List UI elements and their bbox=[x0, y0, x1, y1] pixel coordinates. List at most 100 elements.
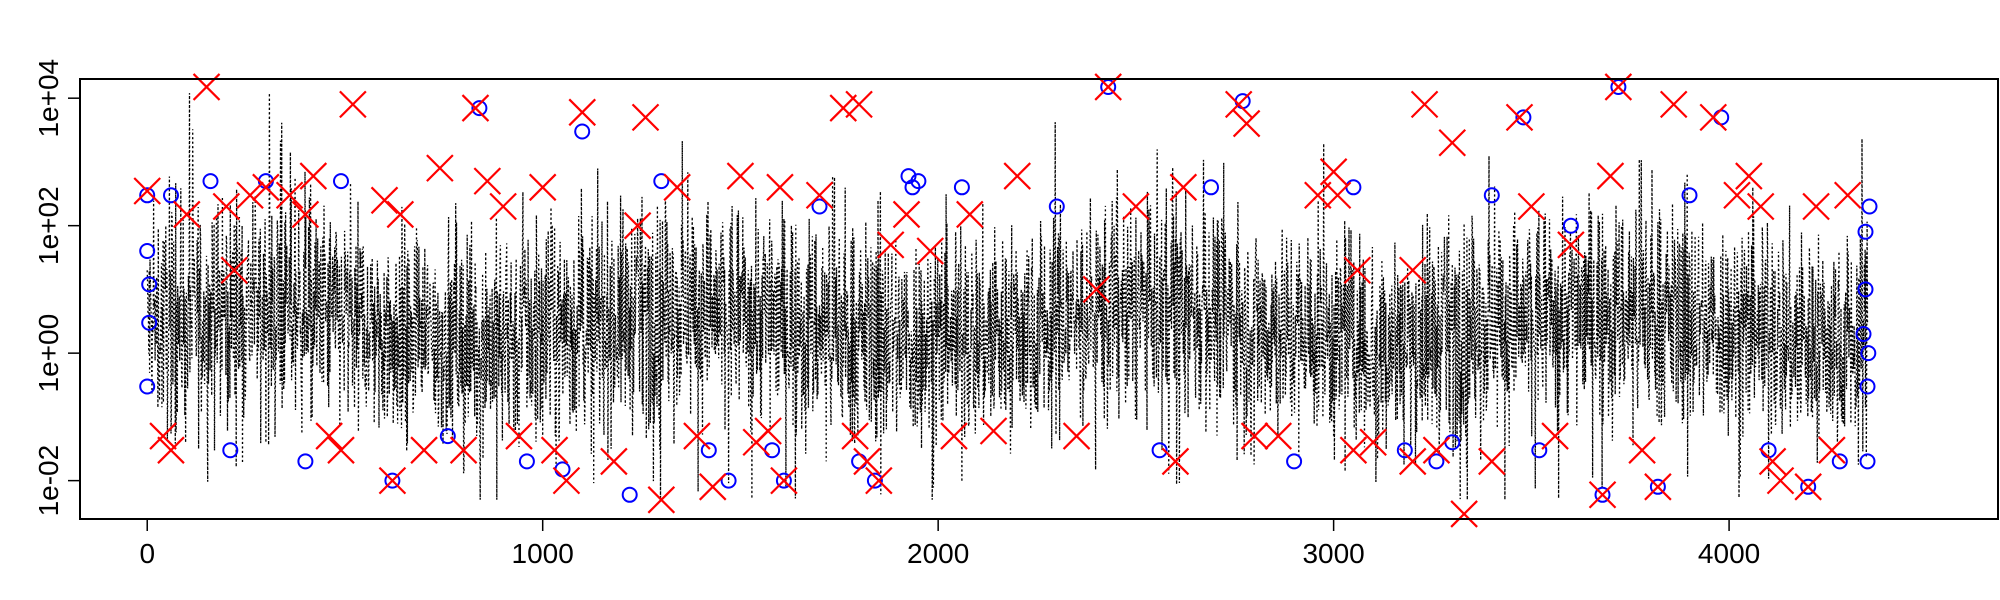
data-point-x bbox=[845, 90, 873, 119]
data-point-circle bbox=[139, 187, 156, 204]
data-point-x bbox=[157, 436, 185, 464]
data-point-circle bbox=[1649, 478, 1666, 495]
x-axis: 0 1000 2000 3000 4000 bbox=[139, 518, 1760, 569]
data-point-circle bbox=[1345, 179, 1362, 196]
data-point-x bbox=[754, 417, 782, 445]
data-point-circle bbox=[163, 187, 179, 204]
x-tick-label: 0 bbox=[139, 538, 155, 569]
data-point-x bbox=[299, 162, 328, 190]
data-point-circle bbox=[141, 276, 158, 293]
data-point-circle bbox=[1562, 217, 1579, 234]
data-point-x bbox=[149, 422, 177, 450]
data-point-circle bbox=[1857, 281, 1874, 298]
data-point-circle bbox=[621, 486, 638, 503]
data-point-x bbox=[631, 103, 660, 132]
data-point-circle bbox=[1713, 109, 1730, 126]
data-point-x bbox=[1062, 422, 1091, 450]
data-point-x bbox=[291, 200, 320, 229]
data-point-x bbox=[647, 486, 676, 514]
data-point-circle bbox=[1048, 198, 1065, 215]
data-point-x bbox=[1541, 422, 1569, 450]
data-point-x bbox=[766, 173, 794, 202]
data-point-x bbox=[1478, 447, 1506, 476]
data-point-x bbox=[1766, 466, 1795, 495]
data-point-x bbox=[663, 173, 691, 202]
series-line bbox=[146, 93, 1869, 500]
data-point-circle bbox=[700, 442, 717, 459]
data-point-circle bbox=[1396, 442, 1413, 459]
data-point-circle bbox=[554, 461, 571, 478]
data-point-circle bbox=[1681, 187, 1698, 204]
data-point-circle bbox=[471, 100, 488, 117]
data-point-x bbox=[1343, 256, 1372, 284]
data-point-x bbox=[1398, 447, 1427, 476]
data-point-x bbox=[370, 186, 399, 215]
data-point-x bbox=[461, 94, 490, 122]
data-point-x bbox=[489, 192, 517, 221]
data-point-x bbox=[449, 436, 478, 464]
data-point-circle bbox=[333, 173, 349, 190]
data-point-circle bbox=[202, 173, 219, 190]
data-point-x bbox=[133, 177, 162, 205]
data-point-x bbox=[1161, 447, 1190, 476]
data-point-x bbox=[212, 192, 241, 221]
data-point-x bbox=[568, 98, 597, 127]
data-point-x bbox=[1319, 158, 1348, 186]
dotted-line-series bbox=[146, 93, 1869, 500]
data-point-circle bbox=[1859, 378, 1876, 395]
x-tick-label: 1000 bbox=[512, 538, 574, 569]
data-point-x bbox=[1422, 436, 1451, 464]
data-point-x bbox=[410, 436, 438, 464]
data-point-circle bbox=[1859, 453, 1876, 470]
data-point-circle bbox=[900, 168, 917, 185]
data-point-circle bbox=[910, 173, 927, 190]
data-point-circle bbox=[953, 179, 970, 196]
data-point-circle bbox=[1203, 179, 1219, 196]
data-point-x bbox=[940, 422, 968, 450]
data-point-x bbox=[275, 181, 304, 210]
data-point-x bbox=[1240, 422, 1269, 450]
data-point-x bbox=[600, 447, 628, 476]
data-point-x bbox=[853, 447, 881, 476]
data-point-circle bbox=[1286, 453, 1303, 470]
data-point-circle bbox=[139, 378, 156, 395]
data-point-circle bbox=[720, 472, 737, 489]
data-point-x bbox=[1323, 181, 1352, 210]
data-point-x bbox=[1794, 473, 1822, 501]
data-point-circle bbox=[1860, 345, 1877, 362]
data-point-circle bbox=[222, 442, 239, 459]
data-point-x bbox=[1398, 256, 1427, 284]
data-point-circle bbox=[1594, 486, 1611, 503]
data-point-x bbox=[1003, 162, 1032, 190]
data-point-x bbox=[1339, 436, 1368, 464]
data-point-circle bbox=[764, 442, 781, 459]
data-point-x bbox=[1818, 436, 1846, 464]
data-point-circle bbox=[1151, 442, 1168, 459]
data-point-x bbox=[1659, 90, 1688, 119]
data-point-x bbox=[528, 173, 557, 202]
data-point-circle bbox=[574, 123, 591, 140]
data-point-x bbox=[829, 94, 858, 122]
data-point-x bbox=[698, 473, 727, 501]
data-point-x bbox=[1588, 480, 1617, 509]
data-point-circle bbox=[1515, 109, 1532, 126]
data-point-x bbox=[805, 181, 834, 210]
data-point-circle bbox=[518, 453, 535, 470]
data-point-x bbox=[1723, 181, 1751, 210]
data-point-x bbox=[1082, 275, 1111, 304]
data-point-x bbox=[1224, 90, 1253, 119]
data-point-circle bbox=[297, 453, 314, 470]
data-point-x bbox=[1410, 90, 1439, 119]
data-point-x bbox=[1746, 192, 1775, 221]
data-point-x bbox=[1122, 192, 1150, 221]
data-point-x bbox=[876, 231, 905, 259]
y-tick-label: 1e+04 bbox=[33, 59, 64, 138]
data-point-circle bbox=[1531, 442, 1548, 459]
data-point-circle bbox=[851, 453, 868, 470]
data-point-x bbox=[386, 200, 415, 229]
data-point-x bbox=[473, 167, 502, 195]
data-point-x bbox=[378, 466, 407, 495]
data-point-circle bbox=[1800, 478, 1817, 495]
data-point-x bbox=[1802, 192, 1830, 221]
data-point-x bbox=[623, 211, 652, 240]
